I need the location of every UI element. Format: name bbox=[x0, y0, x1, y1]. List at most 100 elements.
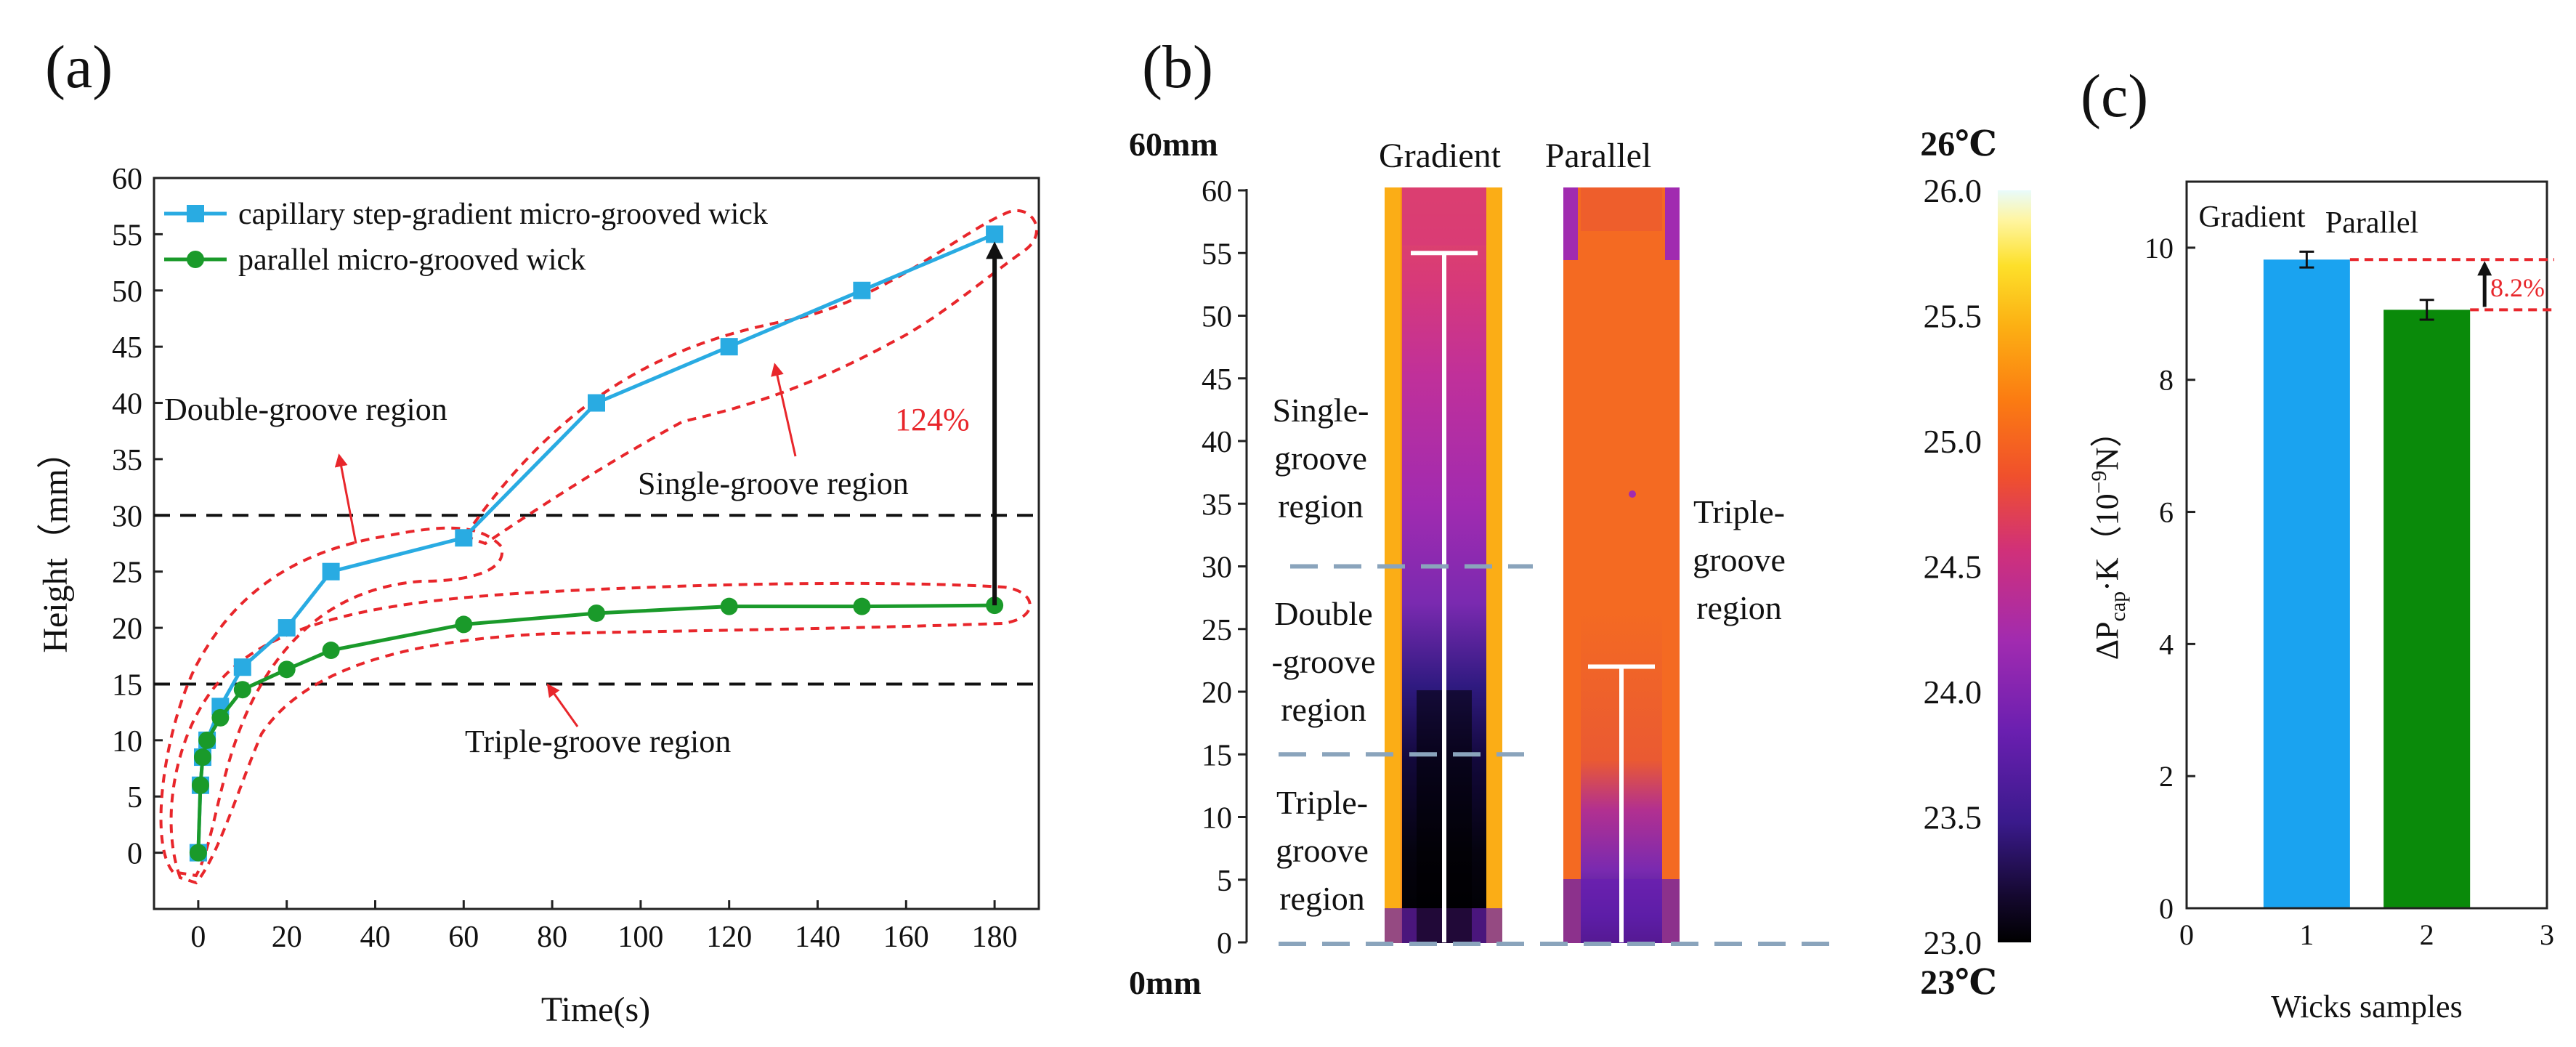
x-tick-label: 2 bbox=[2420, 918, 2434, 951]
double-groove-envelope bbox=[159, 526, 504, 878]
y-tick-label: 10 bbox=[2144, 232, 2174, 264]
single-groove-label: Single-groove region bbox=[638, 466, 909, 501]
y-tick-label: 30 bbox=[1202, 551, 1232, 585]
panel-a: (a) 0 5 10 15 20 25 30 35 40 45 50 55 60 0 20 40 60 80 10… bbox=[36, 33, 1040, 1029]
region-line: Single- bbox=[1273, 392, 1369, 429]
data-point bbox=[588, 604, 605, 622]
data-point bbox=[986, 225, 1004, 243]
data-point bbox=[233, 658, 251, 676]
panel-a-xlabel: Time(s) bbox=[541, 990, 650, 1029]
panel-c-y-axis: 0 2 4 6 8 10 bbox=[2144, 232, 2195, 925]
y-tick-label: 15 bbox=[1202, 739, 1232, 772]
y-tick-label: 40 bbox=[1202, 426, 1232, 459]
x-tick-label: 0 bbox=[2179, 918, 2194, 951]
colorbar-top-label: 26℃ bbox=[1920, 125, 1997, 163]
bar-category-label: Gradient bbox=[2199, 201, 2306, 234]
colorbar-tick-label: 23.5 bbox=[1924, 799, 1982, 836]
colorbar-tick-label: 25.5 bbox=[1924, 298, 1982, 335]
bar-gradient bbox=[2263, 259, 2350, 909]
data-point bbox=[853, 597, 871, 615]
panel-a-label: (a) bbox=[45, 33, 113, 101]
region-line: groove bbox=[1274, 440, 1367, 477]
data-point bbox=[198, 731, 216, 749]
y-tick-label: 2 bbox=[2159, 760, 2174, 793]
double-groove-arrow bbox=[334, 453, 357, 544]
y-tick-label: 8 bbox=[2159, 364, 2174, 397]
bar-category-label: Parallel bbox=[2325, 206, 2418, 240]
y-tick-label: 35 bbox=[1202, 488, 1232, 522]
colorbar-tick-label: 24.0 bbox=[1924, 674, 1982, 711]
ylabel-end: N） bbox=[2089, 416, 2125, 471]
y-tick-label: 4 bbox=[2159, 628, 2174, 660]
data-point bbox=[193, 748, 211, 767]
colorbar: 26℃ 23℃ 23.0 23.5 24.0 24.5 25.0 25.5 26.0 bbox=[1920, 125, 2031, 1002]
series-line-0 bbox=[196, 233, 996, 853]
x-tick-label: 160 bbox=[883, 921, 929, 954]
data-point bbox=[211, 708, 230, 727]
data-point bbox=[189, 844, 207, 862]
x-tick-label: 0 bbox=[190, 921, 206, 954]
triple-groove-region-label: Triple- groove region bbox=[1276, 784, 1369, 917]
panel-c-frame bbox=[2185, 180, 2548, 910]
y-tick-label: 15 bbox=[112, 668, 142, 702]
colorbar-gradient bbox=[1998, 190, 2031, 942]
colorbar-tick-label: 23.0 bbox=[1924, 924, 1982, 961]
region-line: region bbox=[1278, 488, 1364, 525]
region-line: groove bbox=[1693, 541, 1786, 578]
panel-a-series bbox=[189, 225, 1004, 862]
parallel-triple-groove-region-label: Triple- groove region bbox=[1693, 493, 1786, 626]
y-tick-label: 45 bbox=[112, 331, 142, 365]
legend-parallel-label: parallel micro-grooved wick bbox=[238, 243, 586, 277]
x-tick-label: 1 bbox=[2299, 918, 2314, 951]
y-tick-label: 5 bbox=[1217, 865, 1232, 898]
y-tick-label: 55 bbox=[112, 219, 142, 252]
double-groove-region-label: Double -groove region bbox=[1271, 595, 1375, 728]
data-point bbox=[720, 338, 738, 356]
y-tick-label: 10 bbox=[112, 725, 142, 759]
data-point bbox=[853, 281, 871, 299]
x-tick-label: 40 bbox=[360, 921, 391, 954]
panel-c: (c) 0 2 4 6 8 10 0 1 2 3 Wicks samples ΔPcap·K（1… bbox=[2081, 62, 2554, 1024]
increase-label: 124% bbox=[895, 402, 970, 437]
data-point bbox=[588, 394, 605, 412]
ylabel-exp: −9 bbox=[2087, 471, 2111, 494]
single-groove-region-label: Single- groove region bbox=[1273, 392, 1369, 525]
y-tick-label: 40 bbox=[112, 388, 142, 421]
y-tick-label: 25 bbox=[112, 557, 142, 590]
gradient-column-label: Gradient bbox=[1379, 137, 1502, 175]
y-tick-label: 50 bbox=[112, 275, 142, 309]
y-tick-label: 35 bbox=[112, 444, 142, 477]
y-tick-label: 0 bbox=[2159, 892, 2174, 925]
y-tick-label: 45 bbox=[1202, 363, 1232, 397]
single-groove-arrow bbox=[771, 363, 797, 457]
colorbar-tick-label: 24.5 bbox=[1924, 549, 1982, 586]
ylabel-sub: cap bbox=[2106, 591, 2130, 622]
triple-groove-label: Triple-groove region bbox=[465, 724, 731, 759]
panel-c-xlabel: Wicks samples bbox=[2271, 989, 2462, 1024]
parallel-column-label: Parallel bbox=[1545, 137, 1652, 175]
colorbar-bottom-label: 23℃ bbox=[1920, 963, 1997, 1002]
ylabel-main: ΔP bbox=[2089, 622, 2125, 660]
panel-c-bars bbox=[2263, 250, 2471, 909]
single-groove-envelope bbox=[462, 209, 1038, 546]
region-line: region bbox=[1279, 880, 1365, 917]
colorbar-tick-label: 25.0 bbox=[1924, 423, 1982, 460]
data-point bbox=[322, 562, 340, 581]
data-point bbox=[720, 597, 738, 615]
panel-c-ylabel: ΔPcap·K（10−9N） bbox=[2087, 416, 2130, 660]
legend-circle-marker bbox=[187, 251, 204, 268]
legend-gradient-label: capillary step-gradient micro-grooved wi… bbox=[238, 198, 768, 231]
y-tick-label: 10 bbox=[1202, 802, 1232, 836]
y-tick-label: 60 bbox=[1202, 175, 1232, 209]
y-tick-label: 6 bbox=[2159, 496, 2174, 529]
legend-square-marker bbox=[187, 205, 204, 222]
region-line: Triple- bbox=[1276, 784, 1368, 821]
panel-a-ylabel: Height（mm） bbox=[36, 434, 75, 652]
triple-groove-envelope bbox=[169, 581, 1032, 885]
panel-a-x-axis: 0 20 40 60 80 100 120 140 160 180 bbox=[190, 900, 1018, 954]
y-tick-label: 60 bbox=[112, 163, 142, 196]
double-groove-label: Double-groove region bbox=[164, 392, 447, 427]
y-tick-label: 30 bbox=[112, 500, 142, 533]
increase-label: 8.2% bbox=[2490, 273, 2545, 302]
